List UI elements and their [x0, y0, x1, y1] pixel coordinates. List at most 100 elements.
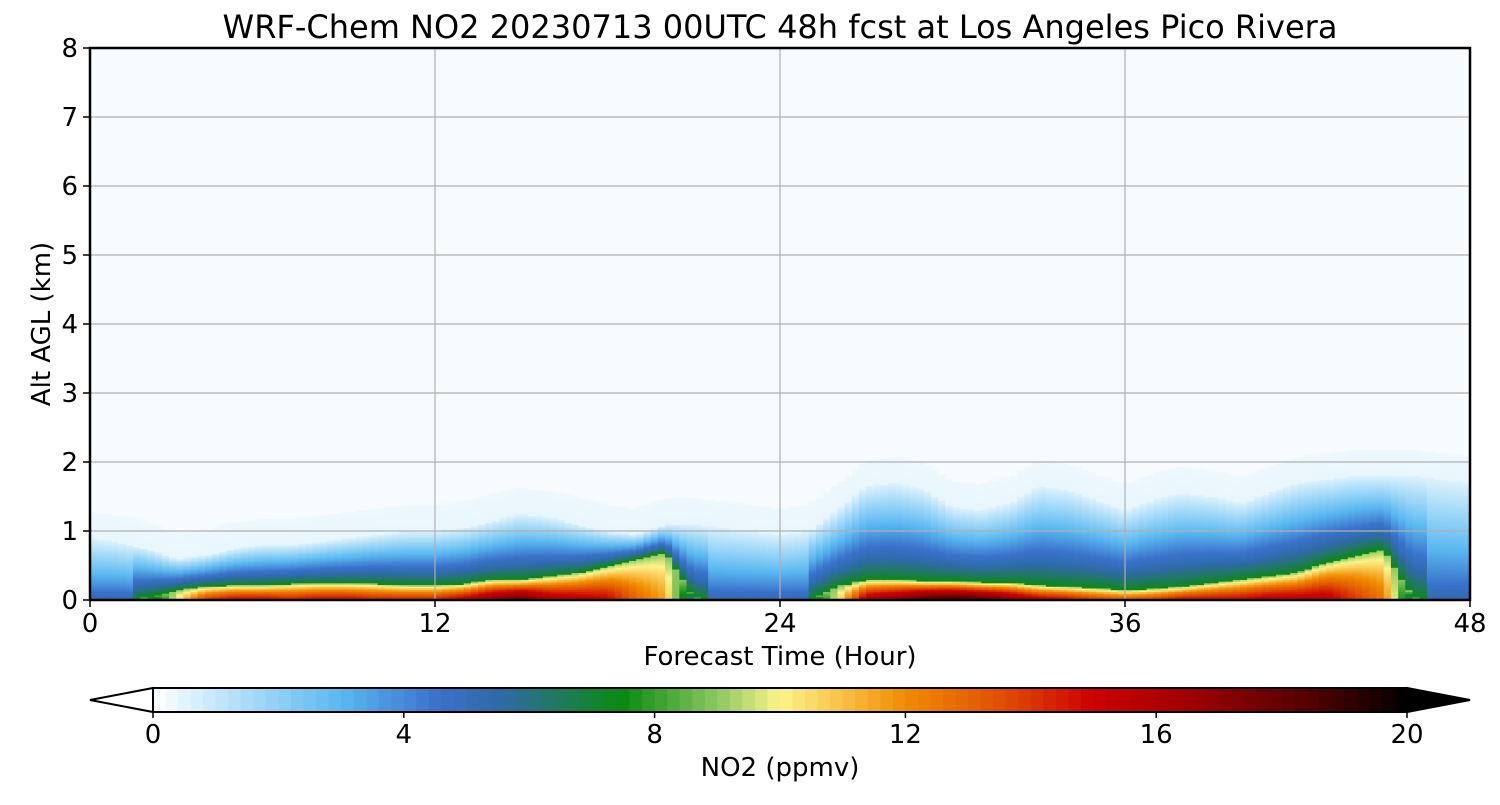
heatmap-cell — [190, 587, 199, 591]
heatmap-cell — [463, 541, 472, 544]
heatmap-cell — [111, 579, 120, 582]
heatmap-cell — [499, 572, 508, 575]
heatmap-cell — [97, 541, 105, 544]
heatmap-cell — [578, 579, 587, 582]
heatmap-cell — [320, 567, 328, 570]
heatmap-cell — [514, 579, 522, 582]
heatmap-cell — [564, 551, 573, 555]
heatmap-cell — [377, 574, 386, 577]
heatmap-cell — [514, 493, 522, 496]
heatmap-cell — [442, 531, 450, 534]
heatmap-cell — [672, 527, 680, 530]
heatmap-cell — [672, 515, 680, 518]
heatmap-cell — [693, 565, 702, 568]
heatmap-cell — [686, 586, 695, 589]
heatmap-cell — [90, 551, 98, 555]
heatmap-cell — [391, 537, 400, 541]
heatmap-cell — [708, 541, 716, 544]
heatmap-cell — [399, 563, 407, 567]
heatmap-cell — [665, 562, 673, 565]
heatmap-cell — [212, 537, 220, 541]
heatmap-cell — [355, 596, 364, 599]
heatmap-cell — [348, 527, 357, 530]
heatmap-cell — [672, 589, 680, 592]
heatmap-cell — [679, 537, 688, 541]
heatmap-cell — [427, 543, 436, 546]
heatmap-cell — [97, 587, 105, 591]
heatmap-cell — [97, 548, 105, 551]
heatmap-cell — [665, 536, 673, 539]
heatmap-cell — [334, 572, 343, 575]
heatmap-cell — [276, 555, 285, 558]
heatmap-cell — [248, 593, 256, 596]
heatmap-cell — [514, 586, 522, 589]
heatmap-cell — [643, 565, 652, 568]
heatmap-cell — [233, 544, 242, 548]
heatmap-cell — [463, 553, 472, 556]
heatmap-cell — [118, 586, 127, 589]
heatmap-cell — [348, 582, 357, 586]
heatmap-cell — [118, 555, 127, 558]
heatmap-cell — [370, 548, 379, 551]
heatmap-cell — [693, 510, 702, 513]
heatmap-cell — [600, 512, 609, 515]
heatmap-cell — [334, 560, 343, 563]
heatmap-cell — [514, 496, 522, 499]
heatmap-cell — [226, 541, 235, 544]
heatmap-cell — [442, 508, 450, 511]
heatmap-cell — [478, 596, 486, 599]
heatmap-cell — [305, 567, 314, 570]
heatmap-cell — [334, 587, 343, 591]
heatmap-cell — [578, 536, 587, 539]
heatmap-cell — [111, 541, 120, 544]
heatmap-cell — [276, 577, 285, 580]
heatmap-cell — [420, 546, 429, 549]
heatmap-cell — [478, 567, 486, 570]
heatmap-cell — [212, 531, 220, 534]
heatmap-cell — [269, 565, 278, 568]
heatmap-cell — [550, 589, 558, 592]
heatmap-cell — [147, 565, 156, 568]
heatmap-cell — [629, 524, 637, 527]
heatmap-cell — [636, 531, 645, 534]
heatmap-cell — [722, 586, 731, 589]
heatmap-cell — [607, 518, 616, 522]
heatmap-cell — [700, 570, 709, 573]
heatmap-cell — [197, 556, 206, 560]
heatmap-cell — [377, 594, 386, 598]
heatmap-cell — [161, 562, 170, 565]
heatmap-cell — [463, 537, 472, 541]
heatmap-cell — [535, 517, 544, 520]
heatmap-cell — [97, 579, 105, 582]
heatmap-cell — [665, 499, 673, 503]
heatmap-cell — [550, 568, 558, 572]
heatmap-cell — [435, 594, 443, 598]
heatmap-cell — [406, 579, 415, 582]
heatmap-cell — [327, 522, 335, 525]
heatmap-cell — [377, 549, 386, 553]
heatmap-cell — [542, 560, 551, 563]
heatmap-cell — [665, 556, 673, 560]
heatmap-cell — [169, 589, 177, 592]
heatmap-cell — [614, 534, 623, 537]
heatmap-cell — [672, 536, 680, 539]
heatmap-cell — [686, 499, 695, 503]
heatmap-cell — [514, 512, 522, 515]
heatmap-cell — [370, 591, 379, 594]
heatmap-cell — [406, 589, 415, 592]
heatmap-cell — [176, 586, 185, 589]
heatmap-cell — [557, 555, 565, 558]
heatmap-cell — [399, 531, 407, 534]
heatmap-cell — [219, 532, 228, 536]
heatmap-cell — [528, 575, 537, 579]
heatmap-cell — [485, 512, 494, 515]
heatmap-cell — [715, 593, 724, 596]
heatmap-cell — [161, 532, 170, 536]
heatmap-cell — [118, 593, 127, 596]
heatmap-cell — [413, 587, 422, 591]
heatmap-cell — [391, 570, 400, 573]
heatmap-cell — [449, 577, 458, 580]
heatmap-cell — [413, 584, 422, 587]
heatmap-cell — [262, 586, 271, 589]
heatmap-cell — [391, 560, 400, 563]
